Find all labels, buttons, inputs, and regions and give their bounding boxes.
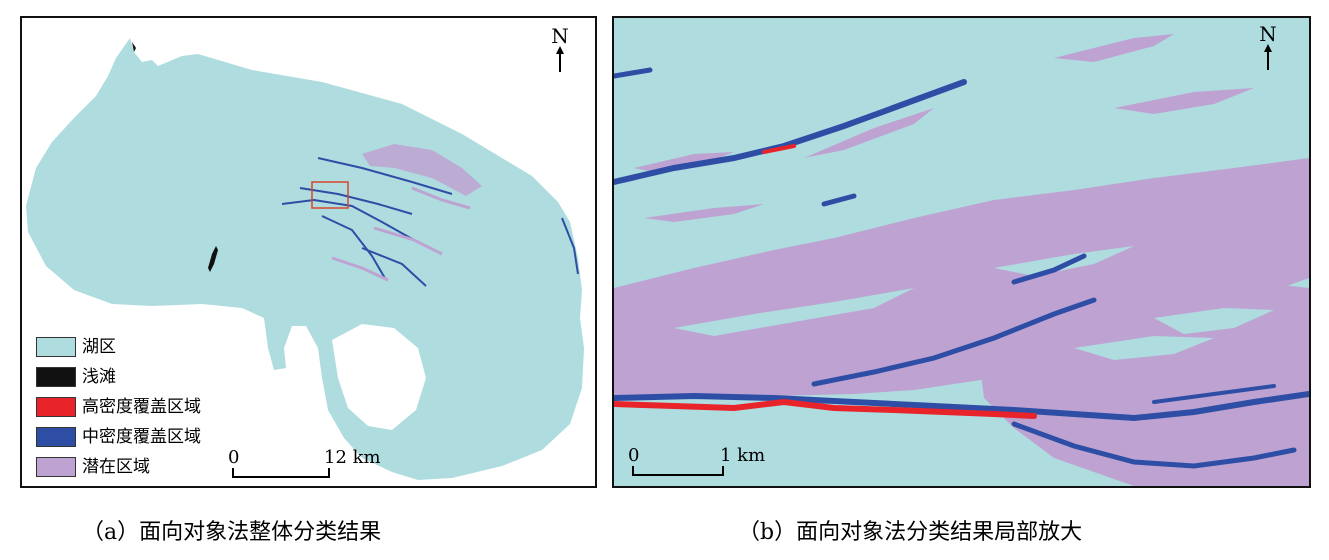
north-label-a: N: [551, 24, 569, 48]
scale-bar-b: 0 1 km: [628, 446, 798, 480]
medium-density-streaks: [281, 157, 579, 287]
potential-area-streaks: [331, 186, 471, 282]
legend-swatch-lake: [36, 337, 76, 357]
shoal-tip: [132, 42, 136, 52]
north-arrow-shaft: [559, 54, 561, 72]
legend-swatch-potential: [36, 457, 76, 477]
north-arrow-a: N: [550, 26, 570, 72]
scale-tick-end-b: [722, 466, 724, 476]
scale-tick-end-a: [328, 468, 330, 478]
scale-end-a: 12 km: [324, 447, 381, 468]
north-arrow-head-icon: [556, 46, 564, 54]
north-label-b: N: [1259, 22, 1277, 46]
scale-bar-a: 0 12 km: [228, 448, 398, 482]
north-arrow-b: N: [1258, 24, 1278, 70]
scale-end-b: 1 km: [720, 445, 766, 466]
scale-start-b: 0: [628, 445, 640, 466]
legend-swatch-medium-density: [36, 427, 76, 447]
legend-item-shoal: 浅滩: [36, 362, 201, 392]
lake-region: [26, 38, 584, 480]
zoomed-map: N 0 1 km: [612, 16, 1311, 488]
legend-label-lake: 湖区: [82, 337, 116, 357]
north-arrow-head-icon: [1264, 44, 1272, 52]
caption-b: （b）面向对象法分类结果局部放大: [738, 520, 1083, 545]
legend: 湖区 浅滩 高密度覆盖区域 中密度覆盖区域 潜在区域: [36, 332, 201, 482]
legend-item-lake: 湖区: [36, 332, 201, 362]
legend-label-potential: 潜在区域: [82, 457, 150, 477]
overview-map: N 湖区 浅滩 高密度覆盖区域 中密度覆盖区域 潜在区域 0 12 km: [20, 16, 597, 488]
scale-start-a: 0: [228, 447, 240, 468]
scale-tick-start-b: [632, 466, 634, 476]
medium-density-bands: [614, 67, 1309, 469]
shoal-area: [208, 246, 218, 272]
legend-label-shoal: 浅滩: [82, 367, 116, 387]
legend-label-high-density: 高密度覆盖区域: [82, 397, 201, 417]
legend-item-potential: 潜在区域: [36, 452, 201, 482]
north-arrow-shaft: [1267, 52, 1269, 70]
lake-gaps: [674, 246, 1274, 360]
legend-label-medium-density: 中密度覆盖区域: [82, 427, 201, 447]
legend-swatch-shoal: [36, 367, 76, 387]
scale-line-a: [232, 476, 330, 478]
high-density-bands: [614, 144, 1037, 419]
legend-swatch-high-density: [36, 397, 76, 417]
potential-area-patches: [614, 34, 1309, 486]
zoomed-map-canvas: [614, 34, 1309, 486]
overview-map-canvas: [26, 38, 584, 480]
caption-a: （a）面向对象法整体分类结果: [82, 520, 382, 545]
potential-area-north: [362, 144, 482, 196]
scale-line-b: [632, 474, 724, 476]
map-background-notch: [332, 324, 426, 430]
legend-item-high-density: 高密度覆盖区域: [36, 392, 201, 422]
legend-item-medium-density: 中密度覆盖区域: [36, 422, 201, 452]
scale-tick-start-a: [232, 468, 234, 478]
zoom-extent-box: [311, 181, 349, 209]
